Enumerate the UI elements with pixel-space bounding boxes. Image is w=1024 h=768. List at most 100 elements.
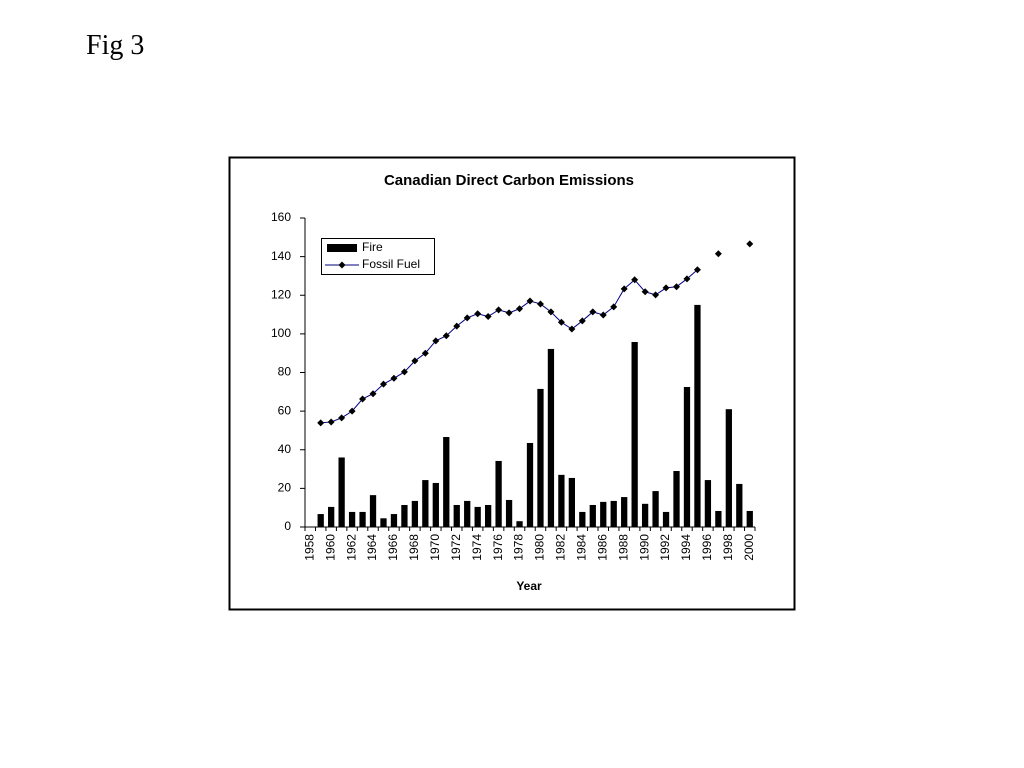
marker (610, 303, 618, 311)
bar (558, 474, 565, 527)
marker (746, 240, 754, 248)
bar (641, 503, 649, 527)
bar (359, 511, 366, 527)
marker (411, 357, 419, 365)
marker (495, 306, 503, 314)
marker (474, 310, 482, 318)
bar (589, 504, 596, 527)
x-tick-label: 1968 (407, 534, 421, 561)
marker (557, 318, 565, 326)
marker (442, 332, 450, 340)
bar (631, 341, 638, 527)
bar (317, 514, 324, 527)
bar (369, 495, 377, 527)
marker (578, 317, 586, 325)
legend-marker (338, 261, 346, 269)
bar (495, 460, 502, 527)
bar (338, 457, 345, 527)
bar (464, 500, 471, 527)
bar (526, 442, 534, 527)
x-tick-label: 1972 (449, 534, 463, 561)
marker (589, 308, 597, 316)
x-tick-label: 1964 (365, 534, 379, 561)
marker (359, 395, 367, 403)
x-tick-label: 1984 (574, 534, 588, 561)
marker (652, 291, 660, 299)
bar (662, 511, 670, 527)
x-tick-label: 1960 (323, 534, 337, 561)
marker (547, 308, 555, 316)
legend-label: Fossil Fuel (362, 257, 420, 271)
bar (505, 499, 513, 527)
marker (327, 418, 335, 426)
bar (401, 504, 408, 527)
bar (453, 504, 460, 527)
bar (746, 510, 753, 527)
bar (652, 491, 659, 527)
bar (715, 510, 722, 527)
marker (390, 374, 398, 382)
bar (516, 521, 523, 527)
marker (620, 285, 628, 293)
x-axis-label: Year (516, 579, 542, 593)
x-tick-label: 1988 (616, 534, 630, 561)
x-tick-label: 1970 (428, 534, 442, 561)
marker (484, 312, 492, 320)
marker (631, 276, 639, 284)
marker (641, 288, 649, 296)
marker (432, 337, 440, 345)
marker (673, 283, 681, 291)
x-tick-label: 1994 (679, 534, 693, 561)
bar (673, 470, 680, 527)
marker (317, 419, 325, 427)
marker (338, 414, 346, 422)
bar (390, 514, 398, 527)
marker (693, 266, 701, 274)
y-tick-label: 160 (271, 210, 291, 224)
x-tick-label: 2000 (742, 534, 756, 561)
marker (400, 368, 408, 376)
marker (463, 314, 471, 322)
bar (694, 304, 701, 527)
legend-label: Fire (362, 240, 383, 254)
bar (411, 500, 419, 527)
x-tick-label: 1966 (386, 534, 400, 561)
bar (380, 518, 387, 527)
bar (432, 482, 439, 527)
x-tick-label: 1978 (512, 534, 526, 561)
chart-title: Canadian Direct Carbon Emissions (384, 172, 634, 189)
x-tick-label: 1976 (491, 534, 505, 561)
x-tick-label: 1996 (700, 534, 714, 561)
y-tick-label: 140 (271, 249, 291, 263)
marker (348, 407, 356, 415)
y-tick-label: 60 (278, 403, 292, 417)
marker (714, 250, 722, 258)
x-tick-label: 1992 (658, 534, 672, 561)
x-tick-label: 1986 (595, 534, 609, 561)
marker (599, 311, 607, 319)
bar (704, 480, 712, 527)
bar (600, 501, 607, 527)
x-tick-label: 1982 (554, 534, 568, 561)
x-tick-label: 1958 (302, 534, 316, 561)
bar (579, 511, 586, 527)
marker (536, 300, 544, 308)
marker (505, 309, 513, 317)
y-tick-label: 40 (278, 442, 292, 456)
bar (610, 500, 617, 527)
y-tick-label: 120 (271, 287, 291, 301)
x-tick-label: 1980 (533, 534, 547, 561)
marker (379, 380, 387, 388)
legend-swatch (327, 244, 357, 252)
bar (683, 386, 691, 527)
bar (485, 504, 492, 527)
marker (526, 297, 534, 305)
bar (621, 497, 628, 527)
x-tick-label: 1998 (721, 534, 735, 561)
bar (736, 483, 743, 527)
x-tick-label: 1974 (470, 534, 484, 561)
x-tick-label: 1962 (344, 534, 358, 561)
bar (568, 477, 575, 527)
